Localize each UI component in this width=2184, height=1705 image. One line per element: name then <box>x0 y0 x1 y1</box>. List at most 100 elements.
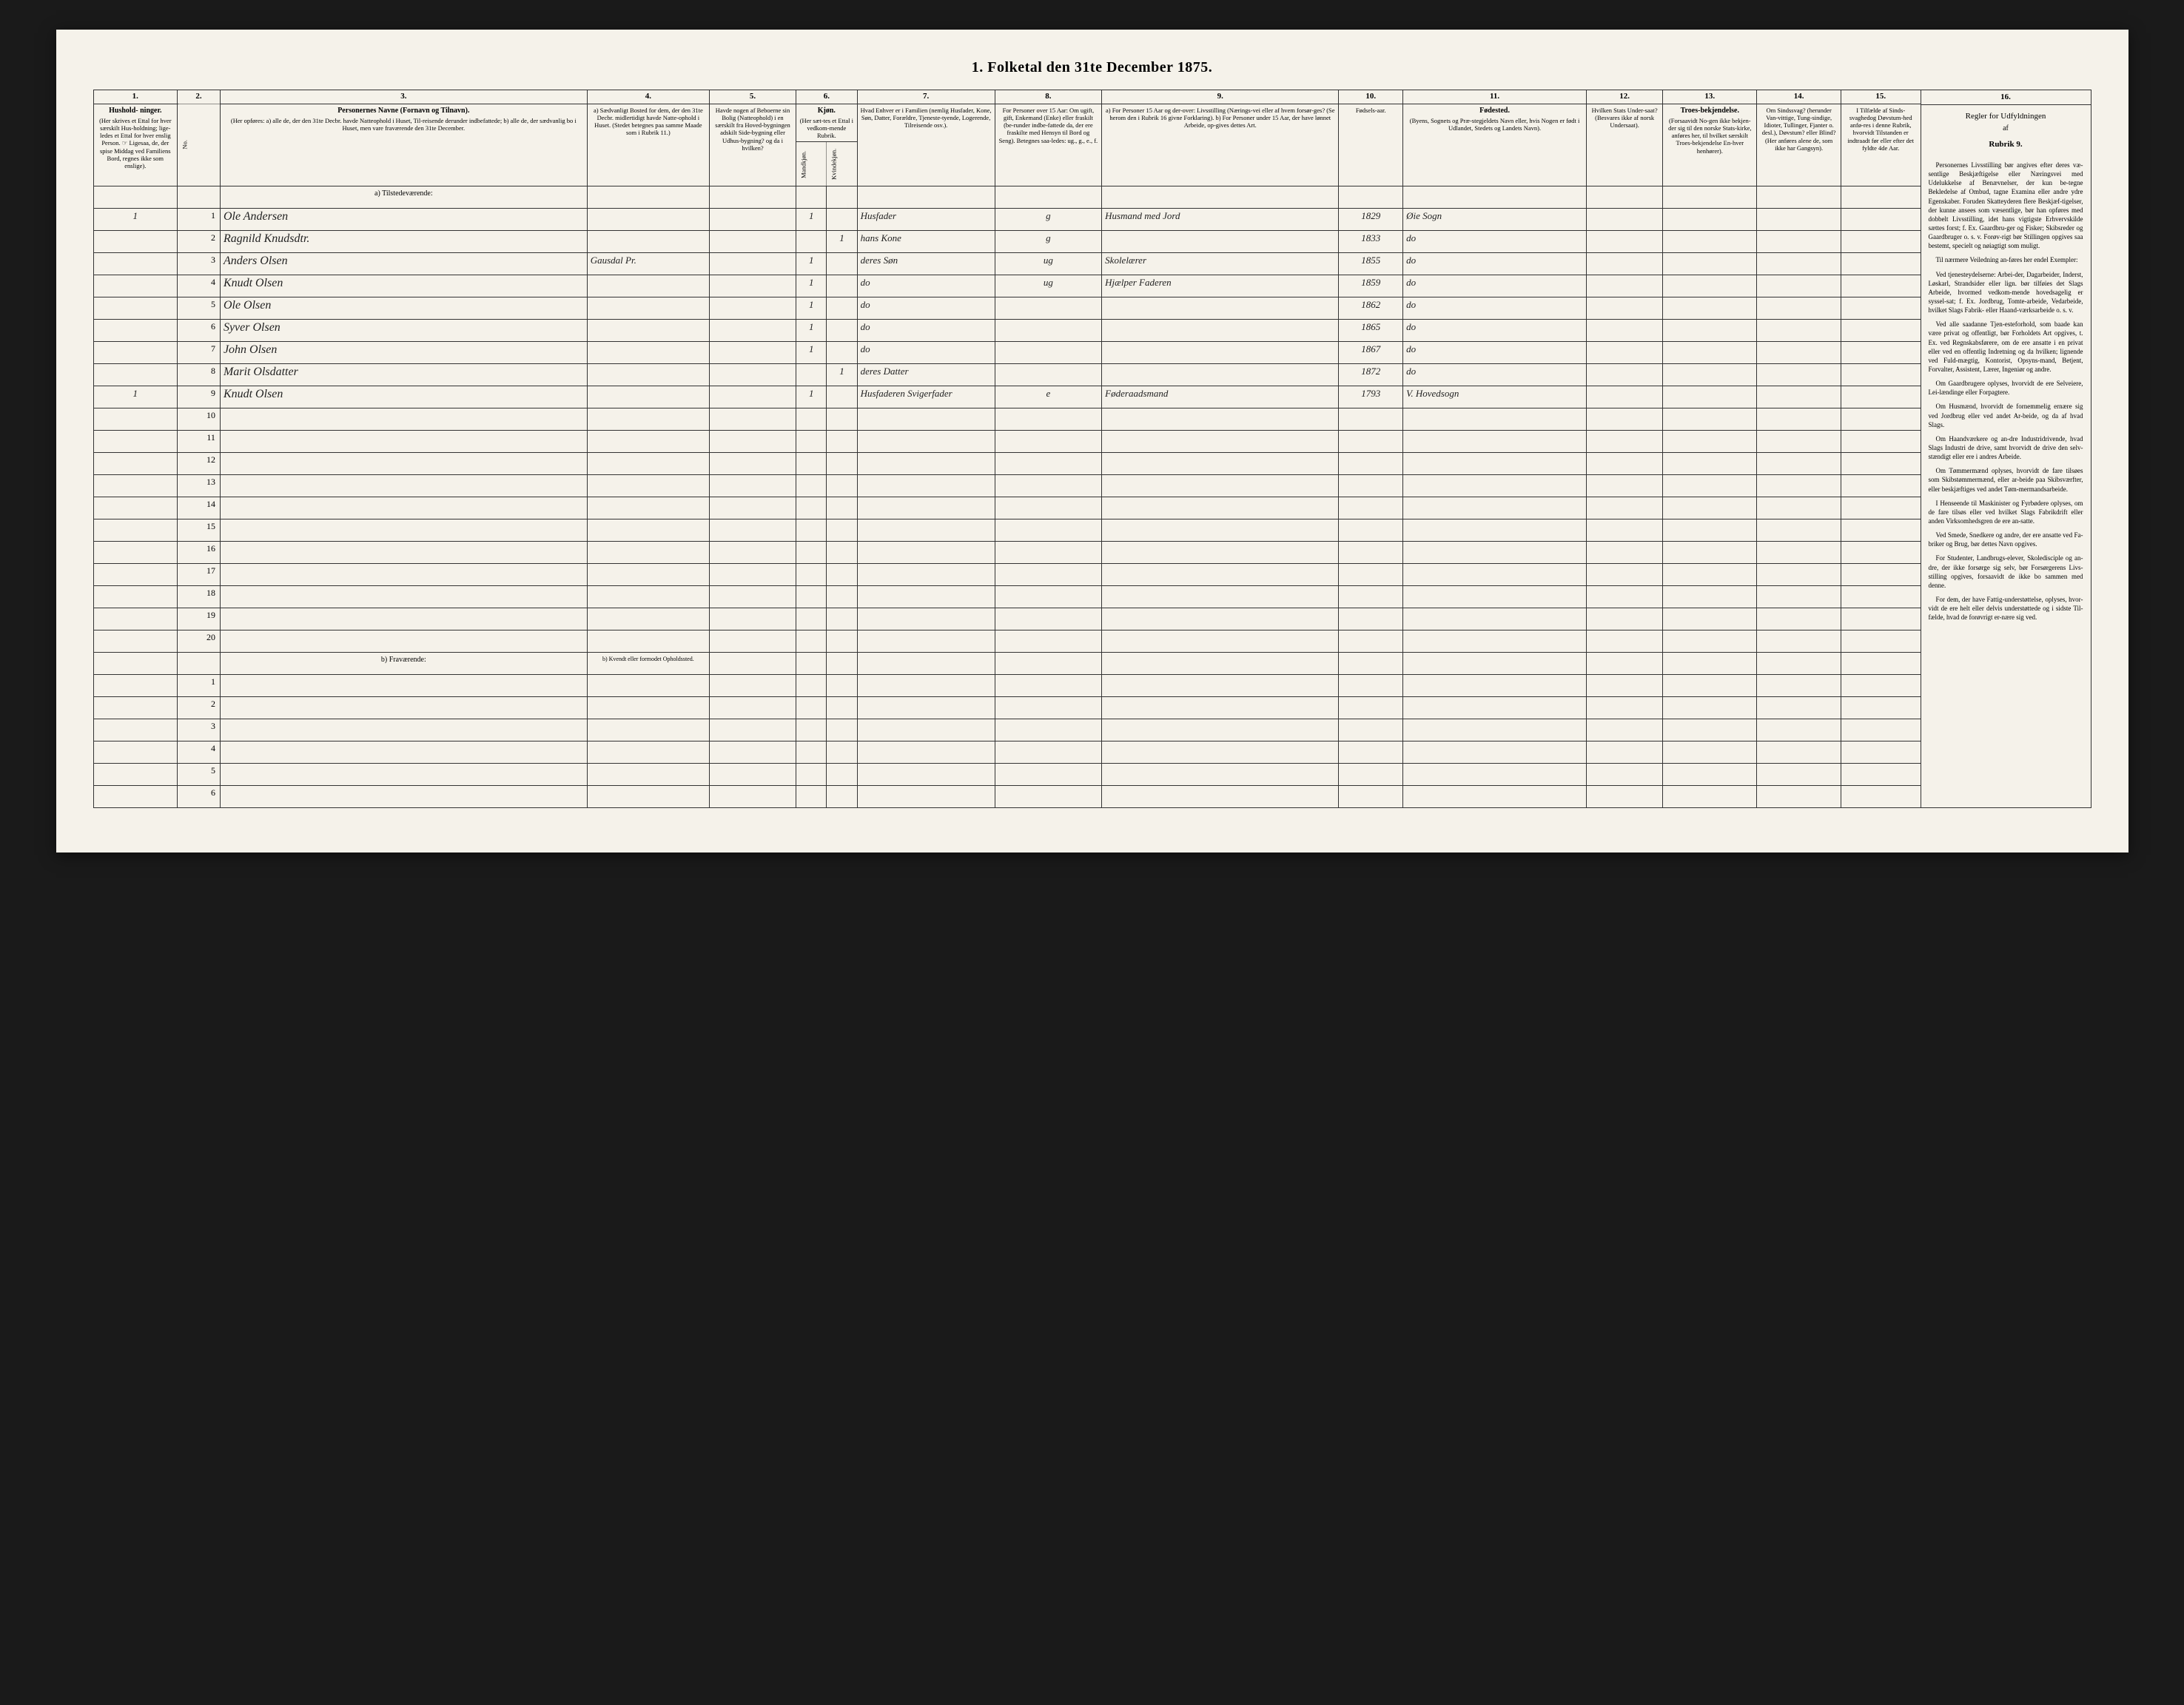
cell-c9: Skolelærer <box>1102 253 1339 275</box>
section-b-row: b) Fraværende: b) Kvendt eller formodet … <box>93 653 1921 675</box>
table-row: 8Marit Olsdatter1deres Datter1872do <box>93 364 1921 386</box>
cell-name: Ole Olsen <box>220 297 587 320</box>
cell-c14 <box>1757 275 1841 297</box>
cell-c12 <box>1587 253 1663 275</box>
colnum-10: 10. <box>1339 90 1403 104</box>
table-row-empty: 5 <box>93 764 1921 786</box>
sidebar-paragraphs: Personernes Livsstilling bør angives eft… <box>1929 161 2083 622</box>
colnum-2: 2. <box>178 90 221 104</box>
hdr-6-body: (Her sæt-tes et Ettal i vedkom-mende Rub… <box>800 117 853 139</box>
cell-rownum: 18 <box>178 586 221 608</box>
cell-c15 <box>1841 364 1921 386</box>
cell-hh <box>93 364 178 386</box>
colnum-11: 11. <box>1403 90 1587 104</box>
cell-c15 <box>1841 342 1921 364</box>
cell-c6b <box>827 275 857 297</box>
cell-rownum: 15 <box>178 519 221 542</box>
cell-rownum: 19 <box>178 608 221 630</box>
cell-hh <box>93 297 178 320</box>
colnum-4: 4. <box>587 90 709 104</box>
table-body-absent: b) Fraværende: b) Kvendt eller formodet … <box>93 653 1921 808</box>
cell-rownum: 1 <box>178 675 221 697</box>
sidebar-paragraph: Ved tjenesteydelserne: Arbei-der, Dagarb… <box>1929 270 2083 315</box>
cell-c14 <box>1757 364 1841 386</box>
cell-c6a: 1 <box>796 320 827 342</box>
table-row-empty: 6 <box>93 786 1921 808</box>
cell-c10: 1859 <box>1339 275 1403 297</box>
cell-c6b <box>827 209 857 231</box>
cell-c4 <box>587 209 709 231</box>
cell-c5 <box>709 364 796 386</box>
table-row-empty: 10 <box>93 408 1921 431</box>
sidebar-paragraph: Om Gaardbrugere oplyses, hvorvidt de ere… <box>1929 379 2083 397</box>
cell-name: John Olsen <box>220 342 587 364</box>
colnum-13: 13. <box>1663 90 1757 104</box>
hdr-14: Om Sindssvag? (herunder Van-vittige, Tun… <box>1757 104 1841 186</box>
cell-c14 <box>1757 297 1841 320</box>
cell-c9: Husmand med Jord <box>1102 209 1339 231</box>
census-page: 1. Folketal den 31te December 1875. 1. 2… <box>56 30 2128 852</box>
colnum-7: 7. <box>857 90 995 104</box>
sidebar-title: Regler for Udfyldningen <box>1929 111 2083 122</box>
cell-c11: do <box>1403 275 1587 297</box>
cell-c13 <box>1663 297 1757 320</box>
table-row: 5Ole Olsen1do1862do <box>93 297 1921 320</box>
sidebar-sub: af <box>1929 124 2083 134</box>
cell-c7: Husfaderen Svigerfader <box>857 386 995 408</box>
cell-c14 <box>1757 231 1841 253</box>
hdr-6b: Kvindekjøn. <box>827 142 857 186</box>
cell-c7: do <box>857 320 995 342</box>
cell-c12 <box>1587 320 1663 342</box>
cell-c7: hans Kone <box>857 231 995 253</box>
cell-c11: do <box>1403 364 1587 386</box>
cell-c5 <box>709 297 796 320</box>
table-row: 19Knudt Olsen1Husfaderen SvigerfadereFød… <box>93 386 1921 408</box>
table-row-empty: 14 <box>93 497 1921 519</box>
cell-c10: 1793 <box>1339 386 1403 408</box>
cell-rownum: 9 <box>178 386 221 408</box>
sidebar-rubrik: Rubrik 9. <box>1929 139 2083 150</box>
hdr-2: No. <box>178 104 221 186</box>
cell-rownum: 4 <box>178 741 221 764</box>
sidebar-paragraph: Personernes Livsstilling bør angives eft… <box>1929 161 2083 250</box>
cell-c11: Øie Sogn <box>1403 209 1587 231</box>
cell-rownum: 6 <box>178 320 221 342</box>
table-row-empty: 4 <box>93 741 1921 764</box>
cell-c6b: 1 <box>827 231 857 253</box>
cell-c12 <box>1587 297 1663 320</box>
cell-c7: deres Datter <box>857 364 995 386</box>
cell-hh: 1 <box>93 209 178 231</box>
cell-c4 <box>587 275 709 297</box>
table-row: 11Ole Andersen1HusfadergHusmand med Jord… <box>93 209 1921 231</box>
table-row-empty: 13 <box>93 475 1921 497</box>
section-a-row: a) Tilstedeværende: <box>93 186 1921 209</box>
hdr-1-body: (Her skrives et Ettal for hver særskilt … <box>99 117 171 169</box>
cell-c4 <box>587 297 709 320</box>
page-layout: 1. 2. 3. 4. 5. 6. 7. 8. 9. 10. 11. 12. 1… <box>93 90 2091 808</box>
cell-c4 <box>587 342 709 364</box>
table-row-empty: 1 <box>93 675 1921 697</box>
cell-c9 <box>1102 342 1339 364</box>
hdr-3: Personernes Navne (Fornavn og Tilnavn). … <box>220 104 587 186</box>
table-row-empty: 2 <box>93 697 1921 719</box>
cell-c11: do <box>1403 253 1587 275</box>
cell-name: Marit Olsdatter <box>220 364 587 386</box>
cell-c4 <box>587 320 709 342</box>
cell-c13 <box>1663 364 1757 386</box>
cell-hh <box>93 342 178 364</box>
census-table: 1. 2. 3. 4. 5. 6. 7. 8. 9. 10. 11. 12. 1… <box>93 90 1921 808</box>
cell-c9 <box>1102 320 1339 342</box>
cell-hh: 1 <box>93 386 178 408</box>
cell-c5 <box>709 320 796 342</box>
sidebar-paragraph: Om Tømmermænd oplyses, hvorvidt de fare … <box>1929 466 2083 493</box>
cell-rownum: 10 <box>178 408 221 431</box>
cell-c10: 1872 <box>1339 364 1403 386</box>
cell-c6b <box>827 342 857 364</box>
cell-rownum: 2 <box>178 231 221 253</box>
hdr-12: Hvilken Stats Under-saat? (Besvares ikke… <box>1587 104 1663 186</box>
cell-c6a: 1 <box>796 209 827 231</box>
cell-c4: Gausdal Pr. <box>587 253 709 275</box>
cell-name: Knudt Olsen <box>220 386 587 408</box>
sidebar-paragraph: For Studenter, Landbrugs-elever, Skoledi… <box>1929 554 2083 590</box>
cell-c11: V. Hovedsogn <box>1403 386 1587 408</box>
